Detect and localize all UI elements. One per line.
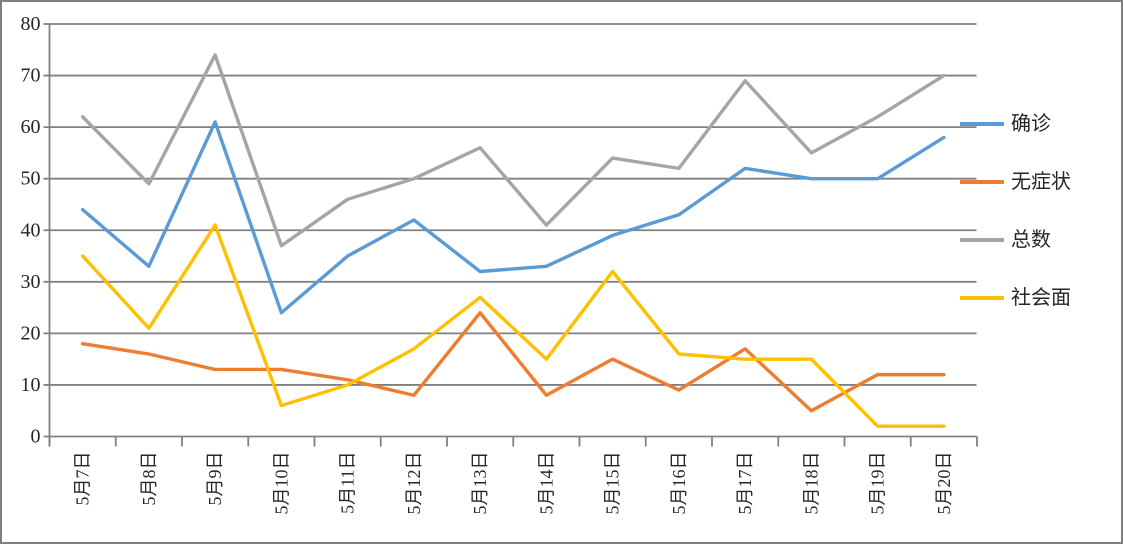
x-axis-label: 5月8日 (139, 452, 159, 506)
x-axis-label: 5月18日 (801, 452, 821, 515)
y-axis-label: 20 (21, 322, 41, 344)
series-line-0 (80, 120, 946, 315)
x-axis-label: 5月19日 (868, 452, 888, 515)
series-line-1 (80, 311, 946, 413)
x-axis-label: 5月13日 (470, 452, 490, 515)
x-axis-label: 5月10日 (271, 452, 291, 515)
x-axis-label: 5月11日 (338, 452, 358, 514)
y-axis-label: 40 (21, 219, 41, 241)
y-axis-label: 50 (21, 168, 41, 190)
x-axis-label: 5月9日 (205, 452, 225, 506)
x-axis-label: 5月14日 (536, 452, 556, 515)
x-axis-label: 5月17日 (735, 452, 755, 515)
x-axis-label: 5月12日 (404, 452, 424, 515)
series-line-2 (80, 53, 946, 248)
series-line-3 (80, 223, 946, 428)
y-axis-label: 70 (21, 65, 41, 87)
y-axis-label: 10 (21, 374, 41, 396)
y-axis-label: 60 (21, 116, 41, 138)
x-axis-label: 5月16日 (669, 452, 689, 515)
x-axis-label: 5月7日 (73, 452, 93, 506)
x-axis-label: 5月20日 (934, 452, 954, 515)
y-axis-label: 0 (31, 426, 41, 448)
y-axis-label: 30 (21, 271, 41, 293)
x-axis-label: 5月15日 (603, 452, 623, 515)
y-axis-label: 80 (21, 13, 41, 35)
